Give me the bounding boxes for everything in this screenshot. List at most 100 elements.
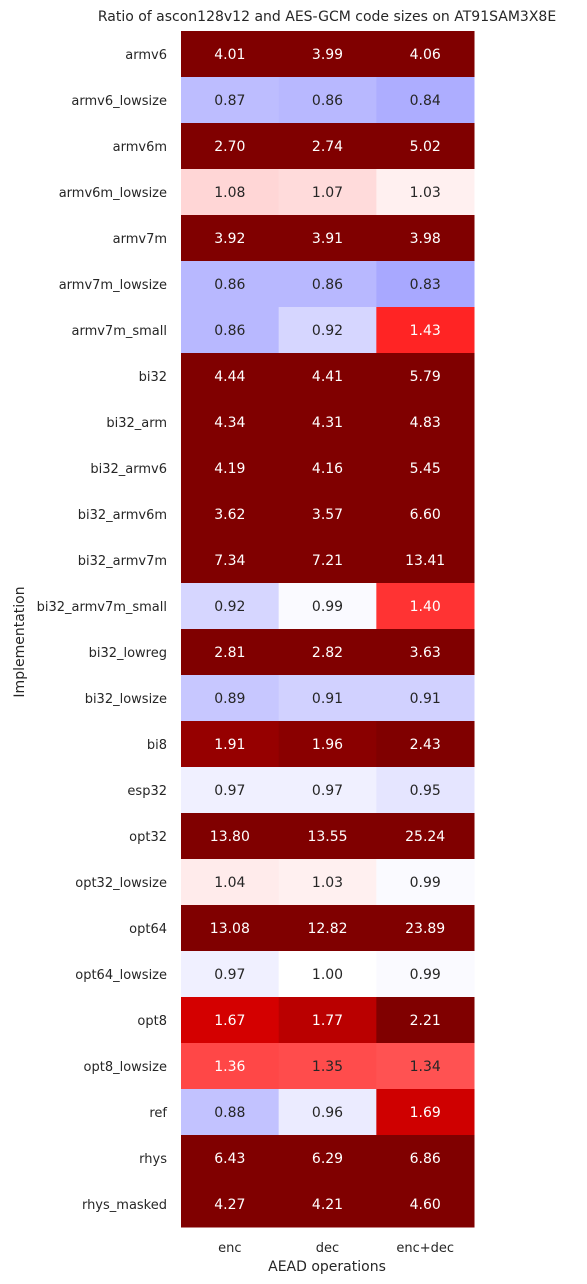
cell-value-label: 1.04 <box>214 875 245 891</box>
heatmap-cell <box>376 813 475 860</box>
cell-value-label: 0.99 <box>410 875 441 891</box>
cell-value-label: 1.07 <box>312 185 343 201</box>
heatmap-cell <box>278 1181 377 1228</box>
heatmap-cell <box>181 1089 280 1136</box>
heatmap-cell <box>376 399 475 446</box>
heatmap-cell <box>278 859 377 906</box>
heatmap-cell <box>278 813 377 860</box>
y-axis-label: Implementation <box>12 586 28 697</box>
row-tick-label: rhys <box>139 1152 167 1167</box>
cell-value-label: 1.08 <box>214 185 245 201</box>
heatmap-cell <box>181 859 280 906</box>
cell-value-label: 4.31 <box>312 415 343 431</box>
row-tick-label: bi32_armv7m_small <box>37 600 167 615</box>
heatmap-cell <box>376 261 475 308</box>
row-tick-label: armv7m_small <box>71 324 167 339</box>
cell-value-label: 4.41 <box>312 369 343 385</box>
heatmap-cell <box>181 767 280 814</box>
heatmap-cell <box>278 169 377 216</box>
cell-value-label: 4.44 <box>214 369 245 385</box>
heatmap-cell <box>181 445 280 492</box>
cell-value-label: 5.79 <box>410 369 441 385</box>
cell-value-label: 2.82 <box>312 645 343 661</box>
cell-value-label: 7.34 <box>214 553 245 569</box>
cell-value-label: 1.69 <box>410 1105 441 1121</box>
heatmap-cell <box>181 629 280 676</box>
heatmap-cell <box>376 491 475 538</box>
heatmap-cell <box>376 859 475 906</box>
cell-value-label: 4.27 <box>214 1197 245 1213</box>
heatmap-cell <box>278 1043 377 1090</box>
row-tick-label: rhys_masked <box>82 1198 167 1213</box>
cell-value-label: 0.84 <box>410 93 441 109</box>
cell-value-label: 25.24 <box>405 829 445 845</box>
heatmap-cell <box>181 1181 280 1228</box>
heatmap-cell <box>376 721 475 768</box>
heatmap-cell <box>278 905 377 952</box>
cell-value-label: 0.99 <box>312 599 343 615</box>
heatmap-cell <box>278 215 377 262</box>
cell-value-label: 0.97 <box>214 967 245 983</box>
heatmap-cell <box>376 353 475 400</box>
cell-value-label: 2.70 <box>214 139 245 155</box>
heatmap-cell <box>376 31 475 78</box>
heatmap-cell <box>278 77 377 124</box>
heatmap-cell <box>376 215 475 262</box>
cell-value-label: 4.83 <box>410 415 441 431</box>
row-tick-label: armv7m_lowsize <box>59 278 167 293</box>
cell-value-label: 0.92 <box>312 323 343 339</box>
row-tick-labels: armv6 armv6_lowsize armv6m armv6m_lowsizear… <box>37 48 168 1213</box>
cell-value-label: 0.99 <box>410 967 441 983</box>
row-tick-label: opt64_lowsize <box>75 968 167 983</box>
row-tick-label: armv7m <box>113 232 167 247</box>
cell-value-label: 0.92 <box>214 599 245 615</box>
heatmap-cell <box>278 675 377 722</box>
column-tick-labels: enc dec enc+dec <box>218 1241 454 1256</box>
heatmap-cell <box>181 307 280 354</box>
cell-value-label: 2.21 <box>410 1013 441 1029</box>
heatmap-cell <box>376 537 475 584</box>
heatmap-cell <box>181 813 280 860</box>
cell-value-label: 3.62 <box>214 507 245 523</box>
cell-value-label: 1.67 <box>214 1013 245 1029</box>
cell-value-label: 2.81 <box>214 645 245 661</box>
row-tick-label: bi32 <box>139 370 167 385</box>
cell-value-label: 3.63 <box>410 645 441 661</box>
heatmap-cell <box>181 583 280 630</box>
cell-value-label: 1.03 <box>410 185 441 201</box>
heatmap-cell <box>376 1089 475 1136</box>
cell-value-label: 1.91 <box>214 737 245 753</box>
column-tick-label: enc <box>218 1241 241 1256</box>
cell-value-label: 0.88 <box>214 1105 245 1121</box>
cell-value-label: 1.35 <box>312 1059 343 1075</box>
cell-value-label: 4.01 <box>214 47 245 63</box>
heatmap-cell <box>181 721 280 768</box>
heatmap-cell <box>181 353 280 400</box>
heatmap-cell <box>181 77 280 124</box>
cell-value-label: 0.97 <box>214 783 245 799</box>
cell-value-label: 4.60 <box>410 1197 441 1213</box>
cell-value-label: 3.99 <box>312 47 343 63</box>
cell-value-label: 23.89 <box>405 921 445 937</box>
cell-value-label: 0.89 <box>214 691 245 707</box>
cell-value-label: 2.74 <box>312 139 343 155</box>
cell-value-label: 0.86 <box>214 277 245 293</box>
row-tick-label: bi32_armv6 <box>90 462 167 477</box>
heatmap-cell <box>376 767 475 814</box>
row-tick-label: opt32 <box>129 830 167 845</box>
cell-value-label: 4.06 <box>410 47 441 63</box>
heatmap-cell <box>278 261 377 308</box>
cell-value-label: 4.19 <box>214 461 245 477</box>
heatmap-cell <box>376 675 475 722</box>
heatmap-cell <box>181 123 280 170</box>
cell-value-label: 1.03 <box>312 875 343 891</box>
row-tick-label: opt64 <box>129 922 167 937</box>
chart-title: Ratio of ascon128v12 and AES-GCM code si… <box>98 9 556 25</box>
cell-value-label: 6.60 <box>410 507 441 523</box>
row-tick-label: armv6m <box>113 140 167 155</box>
heatmap-cell <box>278 307 377 354</box>
cell-value-label: 13.80 <box>210 829 250 845</box>
cell-value-label: 13.41 <box>405 553 445 569</box>
cell-value-label: 6.29 <box>312 1151 343 1167</box>
